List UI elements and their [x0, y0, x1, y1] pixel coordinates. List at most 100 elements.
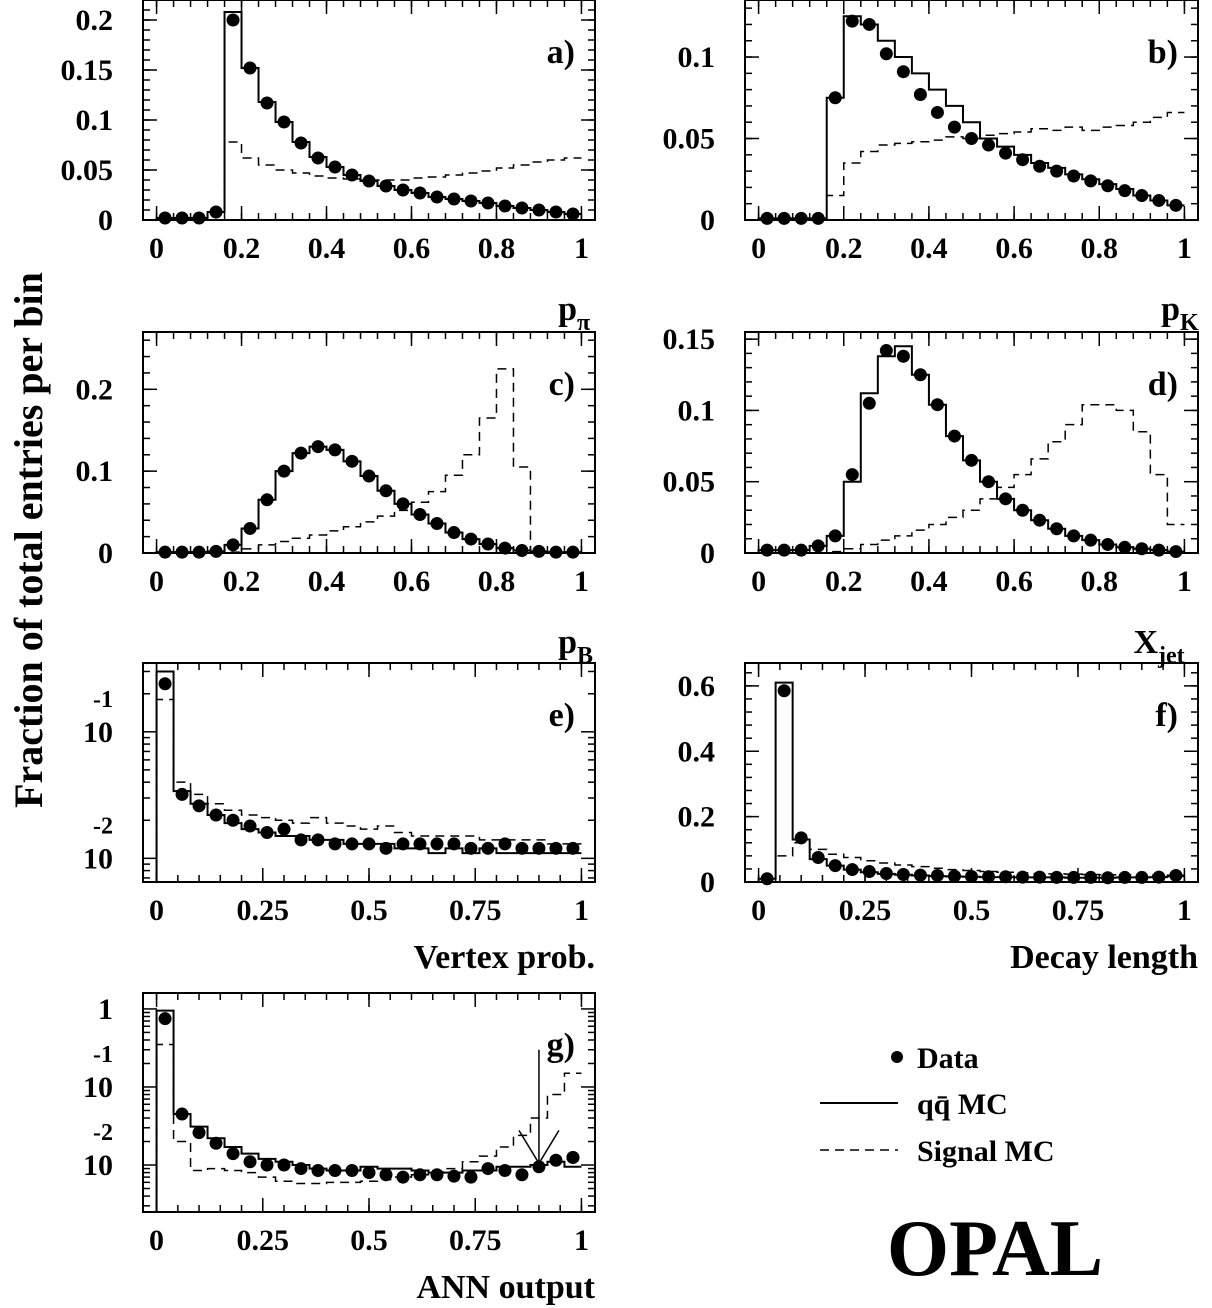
data-point-b: [845, 14, 859, 28]
data-point-c: [430, 517, 444, 531]
signal-mc-histogram-f: [758, 842, 1185, 883]
data-point-e: [192, 799, 206, 813]
data-point-g: [396, 1170, 410, 1184]
data-point-c: [175, 545, 189, 559]
data-point-g: [345, 1164, 359, 1178]
data-point-d: [965, 453, 978, 467]
data-point-a: [311, 151, 325, 165]
data-point-g: [294, 1162, 308, 1176]
panel-b: 0 0.2 0.4 0.6 0.8 1 0 0.05 0.1 b) p K: [663, 0, 1199, 336]
data-point-e: [430, 837, 444, 851]
data-point-e: [362, 837, 376, 851]
x-axis-label-d: X: [1133, 624, 1158, 661]
data-point-c: [294, 446, 308, 460]
data-point-e: [175, 787, 189, 801]
data-point-d: [1033, 513, 1047, 527]
x-tick-label-c: 0: [149, 565, 164, 598]
data-point-e: [260, 826, 274, 840]
data-point-b: [1169, 198, 1183, 212]
data-point-c: [243, 521, 257, 535]
data-point-b: [930, 105, 944, 119]
data-point-f: [1050, 870, 1064, 884]
x-tick-label-g: 0.5: [350, 1224, 388, 1257]
data-point-b: [828, 91, 842, 105]
data-point-b: [1084, 174, 1098, 188]
data-point-b: [879, 47, 893, 61]
data-point-e: [396, 837, 410, 851]
data-point-a: [362, 174, 376, 188]
qq-mc-histogram-c: [155, 445, 582, 554]
x-axis-label-f: Decay length: [1010, 939, 1198, 976]
data-point-b: [862, 17, 876, 31]
data-point-d: [811, 539, 825, 553]
data-point-f: [1135, 870, 1149, 884]
data-point-g: [243, 1155, 257, 1169]
panel-f: 0 0.25 0.5 0.75 1 0 0.2 0.4 0.6 f) Decay length: [678, 662, 1199, 976]
signal-mc-histogram-a: [156, 141, 582, 221]
data-point-c: [566, 545, 580, 559]
x-axis-label-a: p: [558, 291, 577, 328]
data-point-e: [549, 841, 563, 855]
data-point-b: [1135, 189, 1149, 203]
x-tick-label-e: 1: [574, 894, 589, 927]
data-point-e: [498, 837, 512, 851]
data-point-e: [379, 841, 393, 855]
x-tick-label-c: 1: [574, 565, 589, 598]
data-point-c: [532, 544, 546, 558]
data-point-c: [311, 440, 325, 454]
x-tick-label-a: 0.6: [393, 232, 431, 265]
data-point-a: [481, 196, 495, 210]
data-point-g: [532, 1160, 546, 1174]
signal-mc-histogram-d: [758, 403, 1185, 554]
data-point-g: [481, 1162, 495, 1176]
data-point-a: [532, 203, 546, 217]
data-point-e: [226, 813, 240, 827]
data-point-a: [413, 186, 427, 200]
data-point-c: [328, 443, 342, 457]
data-point-g: [430, 1168, 444, 1182]
x-tick-label-e: 0.25: [237, 894, 290, 927]
y-tick-label-c: 0.1: [76, 455, 114, 488]
data-point-e: [481, 841, 495, 855]
x-tick-label-f: 0: [751, 894, 766, 927]
data-point-d: [982, 475, 996, 489]
y-tick-label-a: 0.2: [76, 4, 114, 37]
data-point-e: [464, 841, 478, 855]
data-point-g: [209, 1136, 223, 1150]
opal-logo: OPAL: [887, 1205, 1103, 1293]
y-tick-label-g: 1: [98, 993, 113, 1026]
data-point-e: [413, 837, 427, 851]
data-point-f: [879, 867, 893, 881]
y-tick-label-d: 0.05: [663, 466, 716, 499]
x-axis-label-sub-c: B: [577, 643, 593, 669]
data-point-b: [947, 120, 961, 134]
data-point-a: [464, 194, 478, 208]
x-tick-label-d: 0.2: [825, 565, 863, 598]
data-point-c: [464, 532, 478, 546]
x-tick-label-d: 0.6: [995, 565, 1033, 598]
x-tick-label-c: 0.8: [478, 565, 516, 598]
data-point-e: [515, 841, 529, 855]
x-tick-label-b: 1: [1177, 232, 1192, 265]
data-point-f: [794, 831, 808, 845]
data-point-d: [1101, 537, 1115, 551]
data-point-d: [828, 529, 842, 543]
data-point-a: [209, 205, 223, 219]
data-point-a: [549, 205, 563, 219]
data-point-g: [175, 1107, 189, 1121]
data-point-e: [447, 837, 461, 851]
data-point-g: [464, 1170, 478, 1184]
legend-data-marker: [891, 1051, 903, 1063]
data-point-e: [328, 837, 342, 851]
qq-mc-histogram-a: [155, 11, 582, 220]
data-point-f: [811, 850, 825, 864]
data-point-d: [1067, 529, 1081, 543]
data-point-f: [1084, 870, 1098, 884]
panel-label-c: c): [549, 366, 575, 403]
data-point-e: [345, 837, 359, 851]
data-point-b: [999, 146, 1013, 160]
x-tick-label-g: 1: [574, 1224, 589, 1257]
panel-d: 0 0.2 0.4 0.6 0.8 1 0 0.05 0.1 0.15 d) X jet: [663, 323, 1199, 669]
data-point-c: [277, 464, 291, 478]
